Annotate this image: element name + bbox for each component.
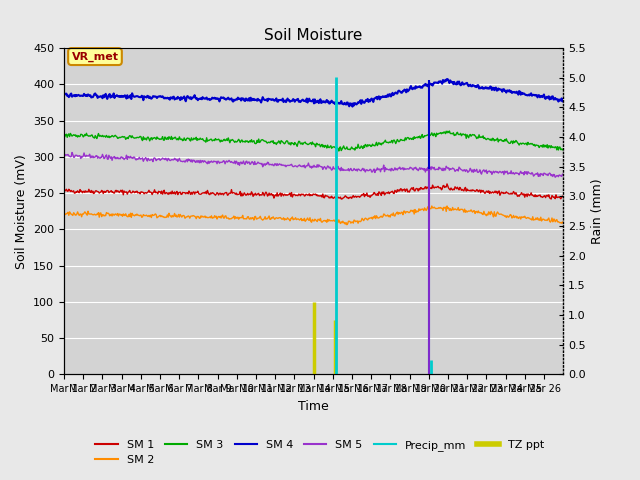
Line: SM 1: SM 1 bbox=[64, 184, 563, 199]
Y-axis label: Rain (mm): Rain (mm) bbox=[591, 179, 604, 244]
SM 5 bbox=[559, 171, 567, 177]
SM 5 bbox=[302, 163, 310, 169]
SM 1 bbox=[260, 193, 268, 199]
SM 4 bbox=[533, 93, 541, 98]
SM 3 bbox=[445, 128, 453, 134]
SM 1 bbox=[60, 188, 68, 193]
SM 2 bbox=[559, 220, 567, 226]
Title: Soil Moisture: Soil Moisture bbox=[264, 28, 363, 43]
SM 2 bbox=[343, 222, 351, 228]
SM 5 bbox=[551, 174, 559, 180]
Line: SM 2: SM 2 bbox=[64, 206, 563, 225]
X-axis label: Time: Time bbox=[298, 400, 329, 413]
SM 2 bbox=[301, 218, 309, 224]
SM 1 bbox=[86, 190, 94, 195]
Line: SM 3: SM 3 bbox=[64, 131, 563, 151]
SM 3 bbox=[533, 142, 541, 148]
SM 3 bbox=[260, 138, 268, 144]
SM 3 bbox=[60, 132, 68, 138]
SM 5 bbox=[68, 150, 76, 156]
SM 4 bbox=[60, 93, 68, 98]
SM 2 bbox=[60, 209, 68, 215]
SM 5 bbox=[532, 171, 540, 177]
SM 2 bbox=[533, 216, 541, 222]
SM 5 bbox=[216, 159, 224, 165]
SM 2 bbox=[236, 215, 243, 220]
SM 4 bbox=[216, 98, 223, 104]
SM 1 bbox=[443, 181, 451, 187]
Text: VR_met: VR_met bbox=[72, 51, 118, 62]
SM 4 bbox=[260, 97, 268, 103]
SM 3 bbox=[301, 139, 309, 145]
SM 3 bbox=[335, 148, 342, 154]
SM 4 bbox=[236, 96, 243, 102]
SM 5 bbox=[236, 159, 244, 165]
SM 5 bbox=[88, 153, 95, 159]
SM 2 bbox=[260, 216, 268, 222]
Y-axis label: Soil Moisture (mV): Soil Moisture (mV) bbox=[15, 154, 28, 269]
SM 4 bbox=[443, 76, 451, 82]
SM 4 bbox=[86, 92, 94, 98]
SM 1 bbox=[216, 191, 223, 196]
SM 3 bbox=[216, 137, 223, 143]
SM 5 bbox=[60, 153, 68, 158]
Line: SM 4: SM 4 bbox=[64, 79, 563, 107]
SM 2 bbox=[216, 215, 223, 220]
SM 1 bbox=[547, 196, 555, 202]
SM 1 bbox=[301, 193, 309, 199]
SM 4 bbox=[559, 96, 567, 102]
Legend: SM 1, SM 2, SM 3, SM 4, SM 5, Precip_mm, TZ ppt: SM 1, SM 2, SM 3, SM 4, SM 5, Precip_mm,… bbox=[91, 435, 549, 469]
SM 3 bbox=[236, 138, 243, 144]
Line: SM 5: SM 5 bbox=[64, 153, 563, 177]
SM 1 bbox=[236, 191, 243, 197]
SM 2 bbox=[86, 211, 94, 217]
SM 4 bbox=[301, 98, 309, 104]
SM 4 bbox=[349, 104, 356, 109]
SM 3 bbox=[559, 146, 567, 152]
SM 3 bbox=[86, 133, 94, 139]
SM 1 bbox=[532, 194, 540, 200]
SM 5 bbox=[261, 163, 269, 168]
SM 1 bbox=[559, 194, 567, 200]
SM 2 bbox=[443, 203, 451, 209]
